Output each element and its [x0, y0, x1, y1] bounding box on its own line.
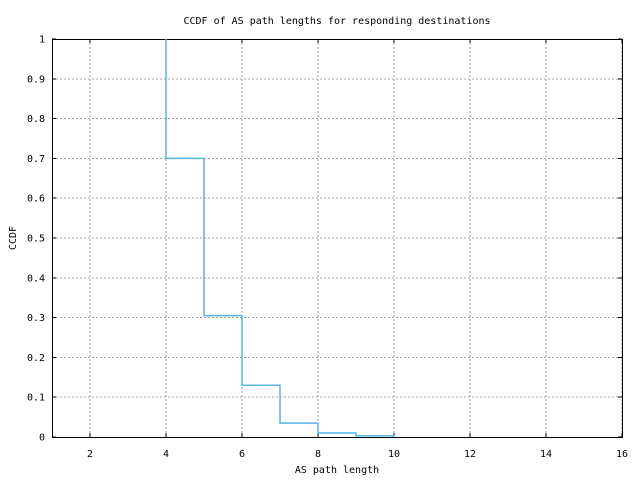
y-tick-label: 0	[39, 433, 45, 444]
x-axis-label: AS path length	[295, 465, 379, 476]
y-axis-label: CCDF	[8, 226, 19, 250]
y-tick-label: 0.9	[27, 74, 45, 85]
ccdf-step-line	[165, 39, 395, 437]
gridlines	[52, 39, 623, 437]
x-tick-label: 6	[239, 449, 245, 460]
y-tick-label: 1	[39, 35, 45, 46]
y-tick-label: 0.2	[27, 353, 45, 364]
chart-title: CCDF of AS path lengths for responding d…	[183, 16, 490, 27]
x-tick-label: 16	[616, 449, 628, 460]
y-tick-label: 0.6	[27, 194, 45, 205]
y-tick-label: 0.5	[27, 234, 45, 245]
plot-border	[52, 39, 623, 438]
x-tick-label: 2	[87, 449, 93, 460]
x-tick-label: 10	[388, 449, 400, 460]
x-tick-label: 14	[540, 449, 552, 460]
tick-labels: 2 4 6 8 10 12 14 16 0 0.1 0.2 0.3 0.4 0.5 0.6 0.7 0.8 0.9…	[27, 35, 628, 461]
y-tick-label: 0.7	[27, 154, 45, 165]
y-tick-label: 0.4	[27, 273, 45, 284]
x-tick-label: 8	[315, 449, 321, 460]
y-tick-label: 0.3	[27, 313, 45, 324]
y-tick-label: 0.8	[27, 114, 45, 125]
y-tick-label: 0.1	[27, 393, 45, 404]
x-tick-label: 4	[163, 449, 169, 460]
data-series	[165, 39, 395, 437]
x-tick-label: 12	[464, 449, 476, 460]
